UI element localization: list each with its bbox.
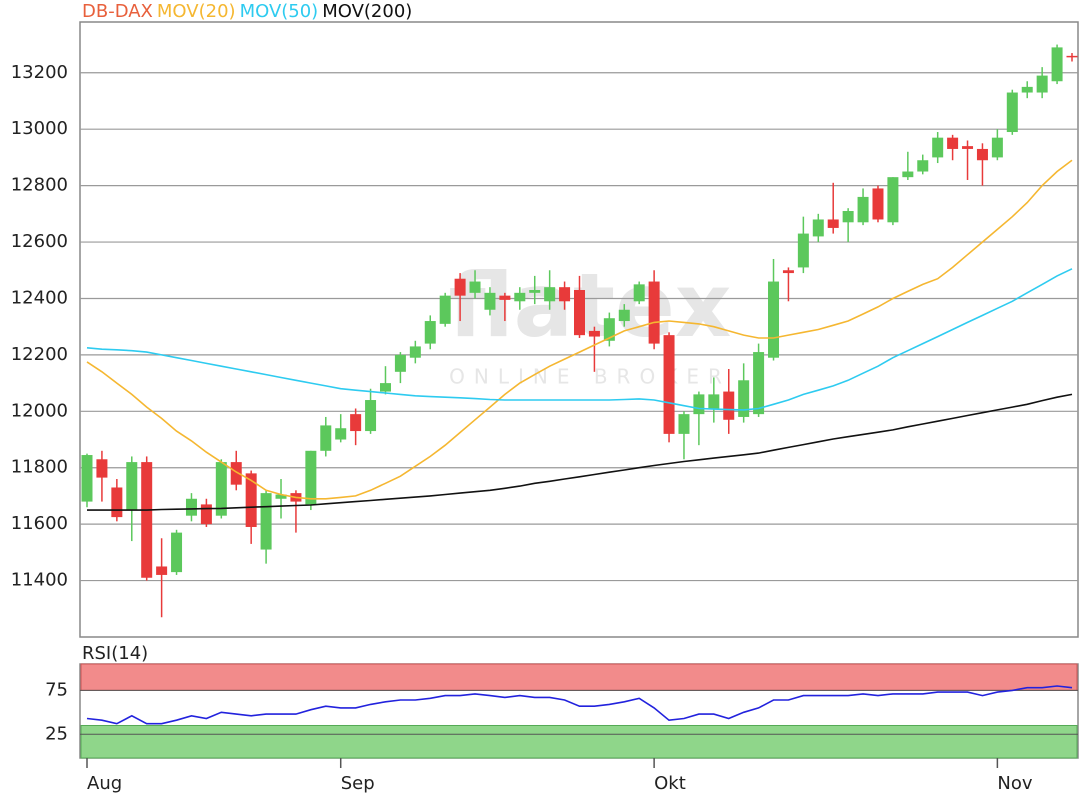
candle-body — [245, 473, 257, 527]
candle-body — [1066, 55, 1078, 58]
candle-body — [812, 219, 824, 237]
rsi-label: RSI(14) — [82, 643, 148, 664]
candle-body — [81, 455, 93, 502]
legend-entry: MOV(20) — [157, 1, 236, 22]
y-tick-label: 25 — [45, 723, 68, 744]
candle-body — [454, 278, 466, 296]
candle-body — [991, 137, 1003, 158]
x-tick-label: Nov — [997, 773, 1032, 794]
candle-body — [350, 414, 362, 432]
candle-body — [529, 290, 541, 293]
candle-body — [409, 346, 421, 358]
line — [87, 393, 1073, 511]
y-tick-label: 12000 — [11, 400, 68, 421]
y-tick-label: 11800 — [11, 457, 68, 478]
candle-body — [1051, 47, 1063, 82]
line — [86, 268, 1073, 411]
y-tick-label: 11400 — [11, 570, 68, 591]
candle-body — [842, 211, 854, 223]
candle-body — [693, 394, 705, 415]
x-tick-label: Sep — [341, 773, 375, 794]
candle-body — [305, 450, 317, 505]
candle-body — [469, 281, 481, 293]
candle-body — [439, 295, 451, 324]
candle-body — [484, 292, 496, 310]
candle-body — [260, 493, 272, 550]
oversold-zone — [80, 724, 1078, 759]
candle-body — [126, 462, 138, 511]
candle-body — [365, 400, 377, 432]
candle-body — [141, 462, 153, 578]
candle-body — [335, 428, 347, 440]
candle-body — [663, 335, 675, 434]
y-tick-label: 75 — [45, 679, 68, 700]
candle-body — [723, 391, 735, 420]
candle-body — [932, 137, 944, 158]
x-tick-label: Okt — [654, 773, 686, 794]
candle-body — [708, 394, 720, 409]
candle-body — [902, 171, 914, 178]
legend-entry: DB-DAX — [82, 1, 153, 22]
y-tick-label: 11600 — [11, 513, 68, 534]
candle-body — [424, 321, 436, 344]
candle-body — [648, 281, 660, 344]
candle-body — [768, 281, 780, 358]
candle-body — [111, 487, 123, 518]
overbought-zone — [80, 663, 1078, 691]
candle-body — [962, 146, 974, 149]
candle-body — [96, 459, 108, 478]
watermark: ONLINE BROKER — [449, 365, 731, 389]
x-tick-label: Aug — [87, 773, 122, 794]
candle-body — [514, 292, 526, 302]
candle-body — [499, 295, 511, 300]
candle-body — [976, 148, 988, 161]
candle-body — [588, 330, 600, 337]
watermark: flatex — [448, 254, 731, 357]
candle-body — [320, 425, 332, 451]
candle-body — [200, 504, 212, 525]
candle-body — [230, 462, 242, 485]
candle-body — [185, 498, 197, 516]
candle-body — [887, 177, 899, 223]
candle-body — [947, 137, 959, 149]
candle-body — [633, 284, 645, 302]
candle-body — [574, 290, 585, 336]
candle-body — [275, 494, 287, 499]
candle-body — [559, 287, 571, 302]
candle-body — [1036, 75, 1048, 93]
legend: DB-DAX MOV(20) MOV(50) MOV(200) — [82, 1, 412, 22]
candle-body — [618, 309, 630, 322]
y-tick-label: 12800 — [11, 175, 68, 196]
candle-body — [753, 352, 765, 415]
line — [86, 159, 1073, 500]
candle-body — [171, 532, 183, 573]
y-tick-label: 12600 — [11, 231, 68, 252]
candle-body — [1021, 86, 1033, 93]
line — [86, 685, 1073, 725]
candle-body — [544, 287, 556, 302]
candle-body — [394, 354, 406, 372]
candle-body — [872, 188, 884, 220]
candle-body — [827, 219, 839, 228]
candle-body — [603, 318, 615, 341]
candle-body — [678, 414, 690, 434]
candle-body — [215, 462, 227, 516]
candle-body — [797, 233, 809, 268]
y-tick-label: 13200 — [11, 62, 68, 83]
candle-body — [857, 196, 869, 223]
y-tick-label: 12400 — [11, 287, 68, 308]
candle-body — [156, 566, 168, 575]
y-tick-label: 13000 — [11, 118, 68, 139]
legend-entry: MOV(50) — [240, 1, 319, 22]
candle-body — [1006, 92, 1018, 133]
candle-body — [379, 383, 391, 392]
y-tick-label: 12200 — [11, 344, 68, 365]
legend-entry: MOV(200) — [322, 1, 412, 22]
candle-body — [738, 380, 750, 417]
candle-body — [917, 160, 929, 172]
candle-body — [782, 270, 794, 274]
